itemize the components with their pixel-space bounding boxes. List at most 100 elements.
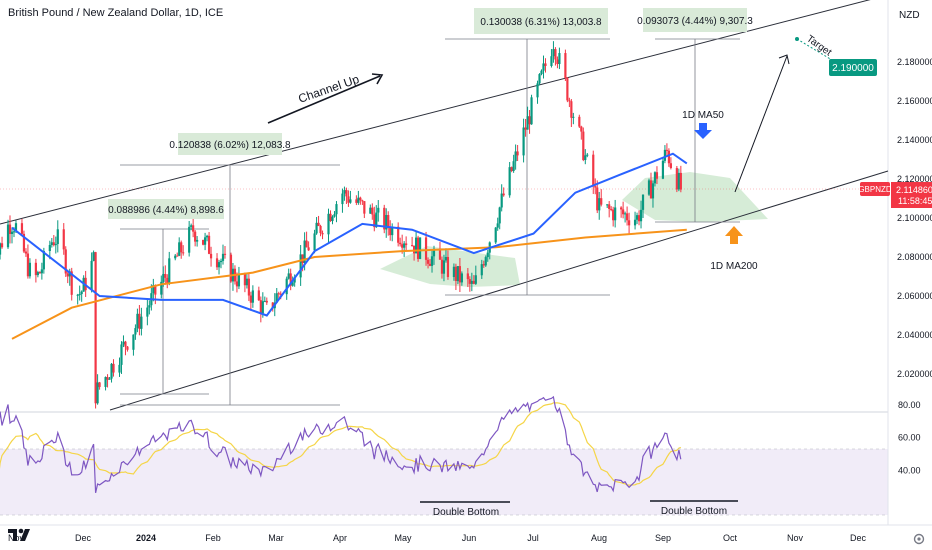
channel-arrow-head bbox=[371, 73, 384, 85]
time-axis[interactable]: NovDec2024FebMarAprMayJunJulAugSepOctNov… bbox=[8, 533, 867, 543]
candle bbox=[154, 285, 157, 295]
candle bbox=[40, 269, 43, 274]
candle bbox=[164, 273, 167, 278]
candle bbox=[624, 213, 627, 215]
candle bbox=[570, 101, 573, 118]
candle bbox=[620, 207, 623, 210]
candle bbox=[251, 290, 254, 303]
candle bbox=[385, 215, 388, 230]
candle bbox=[661, 160, 665, 179]
candle bbox=[355, 199, 358, 203]
candle bbox=[122, 341, 125, 345]
price-tick: 2.140000 bbox=[897, 135, 932, 145]
candle bbox=[333, 214, 336, 217]
candle bbox=[271, 302, 274, 309]
candle bbox=[522, 127, 525, 156]
candle bbox=[303, 240, 306, 264]
candle bbox=[592, 154, 595, 187]
candle bbox=[76, 294, 79, 296]
candle bbox=[70, 271, 73, 295]
candle bbox=[126, 346, 129, 350]
measure-box-2: 0.120838 (6.02%) 12,083.8 bbox=[169, 140, 291, 151]
candle bbox=[287, 273, 290, 279]
candle bbox=[614, 207, 617, 221]
candle bbox=[162, 273, 165, 282]
candle bbox=[299, 254, 302, 278]
candle bbox=[641, 194, 645, 210]
measure-box-1: 0.088986 (4.44%) 8,898.6 bbox=[108, 205, 224, 216]
candle bbox=[403, 243, 406, 248]
candle bbox=[639, 209, 643, 222]
candle bbox=[148, 305, 151, 308]
time-tick: May bbox=[394, 533, 412, 543]
candle bbox=[387, 215, 390, 228]
candle bbox=[456, 266, 459, 282]
price-tick: 2.060000 bbox=[897, 291, 932, 301]
candle bbox=[432, 248, 436, 257]
candle bbox=[28, 262, 32, 277]
time-tick: Apr bbox=[333, 533, 347, 543]
candle bbox=[192, 225, 195, 232]
candle bbox=[446, 256, 450, 277]
candle bbox=[207, 235, 211, 254]
candle bbox=[512, 161, 515, 171]
time-tick: Jun bbox=[462, 533, 477, 543]
time-tick: Dec bbox=[75, 533, 92, 543]
candle bbox=[24, 251, 28, 254]
candle bbox=[94, 252, 97, 404]
candle bbox=[470, 280, 473, 284]
candle bbox=[430, 256, 434, 266]
candle bbox=[92, 252, 95, 261]
candle bbox=[196, 239, 199, 242]
candle bbox=[401, 244, 404, 248]
settings-gear-icon[interactable] bbox=[912, 532, 926, 546]
candle bbox=[341, 193, 344, 205]
price-tick: 2.160000 bbox=[897, 96, 932, 106]
candle bbox=[651, 183, 655, 199]
candle bbox=[345, 190, 348, 197]
time-tick: Jul bbox=[527, 533, 539, 543]
candle bbox=[138, 313, 141, 329]
candle bbox=[474, 275, 477, 284]
candle bbox=[424, 237, 428, 260]
time-tick: Oct bbox=[723, 533, 738, 543]
candle bbox=[363, 201, 366, 214]
symbol-badge bbox=[860, 182, 890, 196]
price-tick: 2.040000 bbox=[897, 330, 932, 340]
candle bbox=[596, 187, 599, 211]
candle bbox=[54, 244, 57, 246]
candle bbox=[468, 279, 471, 284]
candle bbox=[108, 378, 111, 380]
candle bbox=[568, 100, 571, 102]
candle bbox=[188, 226, 191, 253]
candle bbox=[359, 197, 362, 201]
candle bbox=[554, 49, 557, 60]
time-tick: Dec bbox=[850, 533, 867, 543]
candle bbox=[221, 253, 225, 261]
candle bbox=[460, 273, 463, 283]
candle bbox=[48, 245, 51, 252]
target-arrow-head bbox=[778, 54, 790, 65]
price-tick: 2.020000 bbox=[897, 369, 932, 379]
candle bbox=[285, 278, 288, 295]
candle bbox=[301, 254, 304, 264]
candle bbox=[494, 227, 497, 243]
candle bbox=[313, 233, 316, 251]
candle bbox=[66, 273, 69, 277]
candle bbox=[411, 245, 414, 247]
rsi-ma-line bbox=[0, 402, 682, 486]
candle bbox=[261, 301, 264, 314]
candle bbox=[229, 254, 233, 282]
double-bottom-label-2: Double Bottom bbox=[661, 506, 727, 517]
rsi-axis[interactable]: 80.00 60.00 40.00 bbox=[898, 400, 921, 476]
candle bbox=[343, 190, 346, 194]
candle bbox=[96, 382, 99, 404]
candle bbox=[466, 273, 469, 280]
time-tick: Feb bbox=[205, 533, 221, 543]
price-axis[interactable]: 2.180000 2.160000 2.140000 2.120000 2.100000… bbox=[897, 57, 932, 379]
candle bbox=[677, 172, 680, 190]
candle bbox=[178, 242, 181, 256]
candle bbox=[180, 242, 183, 253]
candle bbox=[530, 97, 533, 125]
candle bbox=[291, 282, 294, 286]
